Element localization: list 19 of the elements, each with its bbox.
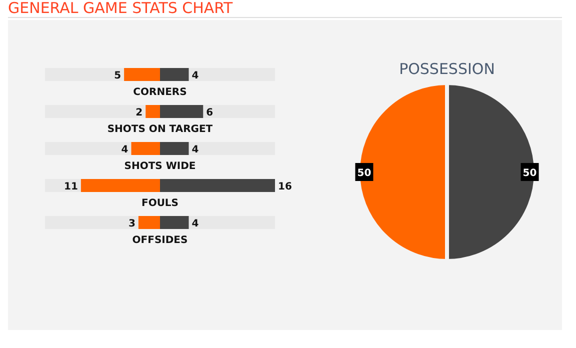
data-label: 4 [121,144,128,156]
data-label: 4 [192,70,199,82]
data-label: 16 [278,182,292,192]
data-label: 5 [114,70,122,82]
data-label: 50 [522,168,537,179]
data-label: 4 [192,218,199,230]
y-tick-label: SHOTS ON TARGET [106,124,214,135]
chart-title: POSSESSION [398,60,496,80]
y-tick-label: SHOTS WIDE [123,161,197,172]
chart-title: GENERAL GAME STATS CHART [8,0,562,18]
data-label: 11 [64,182,78,192]
data-label: 2 [136,108,143,118]
data-label: 6 [206,108,214,118]
data-label: 50 [357,168,372,179]
y-tick-label: CORNERS [132,87,188,98]
y-tick-label: FOULS [140,198,180,209]
data-label: 4 [192,144,199,156]
y-tick-label: OFFSIDES [131,235,189,246]
data-label: 3 [128,218,136,230]
